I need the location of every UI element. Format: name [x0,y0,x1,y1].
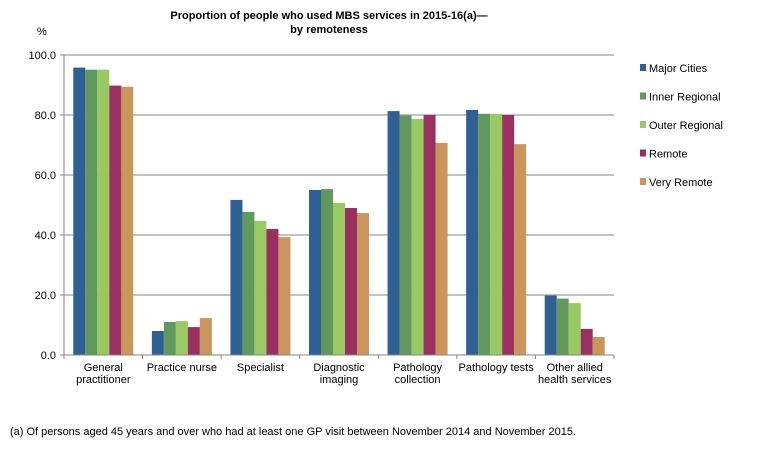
y-tick-label: 40.0 [35,230,56,242]
y-tick-label: 100.0 [28,50,56,62]
bar-very-remote [199,318,212,355]
bar-major-cities [230,199,243,355]
x-tick-label: imaging [320,374,359,386]
bar-remote [502,115,515,355]
legend-swatch [640,121,646,128]
bar-inner-regional [163,322,176,355]
bar-inner-regional [321,189,333,355]
bar-inner-regional [85,69,98,355]
x-tick-label: Practice nurse [147,362,217,374]
x-tick-label: Pathology tests [459,362,535,374]
legend-swatch [640,149,646,157]
bar-very-remote [514,144,527,355]
bar-outer-regional [411,118,424,356]
bar-chart: Proportion of people who used MBS servic… [28,10,723,386]
y-tick-label: 80.0 [35,110,56,122]
x-tick-label: Diagnostic [313,362,365,374]
y-tick-label: 0.0 [41,350,56,362]
x-tick-label: Pathology [393,362,442,374]
bar-very-remote [278,237,291,355]
x-tick-label: health services [538,374,612,386]
bar-major-cities [309,190,321,355]
bar-remote [345,208,357,355]
bar-major-cities [73,67,86,355]
bar-remote [266,229,279,355]
bar-very-remote [357,213,369,355]
bar-inner-regional [242,211,255,355]
bar-very-remote [435,142,448,355]
bar-outer-regional [175,321,188,355]
y-tick-label: 60.0 [35,170,56,182]
bar-outer-regional [333,202,345,355]
bar-major-cities [151,331,164,355]
legend-swatch [640,92,646,100]
legend-label: Inner Regional [649,92,721,104]
bar-inner-regional [556,298,569,355]
bar-outer-regional [97,69,110,355]
bar-remote [580,328,593,355]
x-tick-label: General [84,362,123,374]
x-tick-label: practitioner [76,374,131,386]
bar-remote [187,327,200,355]
y-tick-label: 20.0 [35,290,56,302]
chart-title-line-1: Proportion of people who used MBS servic… [170,10,487,22]
legend-swatch [640,178,646,185]
bar-major-cities [466,109,479,356]
bar-inner-regional [399,115,412,355]
bar-inner-regional [478,113,491,355]
legend-label: Major Cities [649,63,708,75]
x-tick-label: Specialist [237,362,284,374]
bar-very-remote [592,337,605,355]
bar-outer-regional [490,113,503,355]
bar-remote [423,115,436,355]
legend-label: Outer Regional [649,120,723,132]
legend-swatch [640,64,646,71]
bar-outer-regional [568,303,581,355]
footnote: (a) Of persons aged 45 years and over wh… [10,426,577,438]
x-tick-label: Other allied [547,362,603,374]
bar-major-cities [544,295,557,355]
bar-very-remote [121,86,134,356]
y-axis-label: % [37,26,47,38]
x-tick-label: collection [395,374,441,386]
chart-title-line-2: by remoteness [290,24,368,36]
legend-label: Remote [649,149,688,161]
legend-label: Very Remote [649,177,713,189]
bar-remote [109,85,122,355]
bar-major-cities [387,111,400,355]
bar-outer-regional [254,220,267,355]
